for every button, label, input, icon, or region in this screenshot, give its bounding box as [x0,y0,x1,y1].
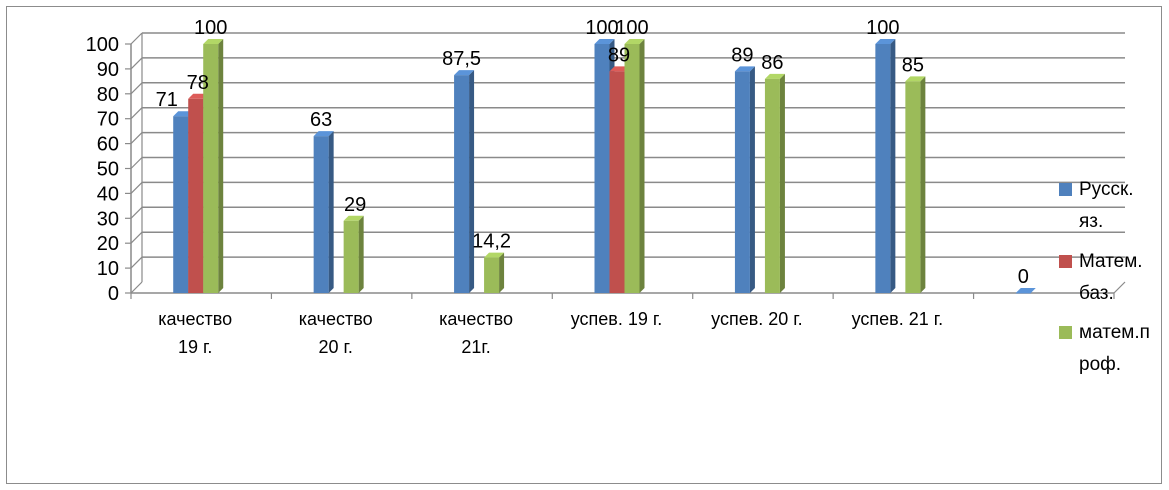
bar-top [624,39,645,44]
x-tick-label: качество [158,309,232,329]
data-label: 29 [344,194,366,216]
legend-label: баз. [1079,283,1114,304]
wall-diagonal [130,57,143,70]
x-tick-label: успев. 19 г. [571,309,663,329]
bar-side [358,215,364,293]
data-label: 0 [1018,266,1029,288]
y-tick-label: 100 [86,34,119,56]
bar [609,71,625,293]
y-tick-label: 70 [97,109,119,131]
bar [313,136,329,293]
data-label: 100 [585,17,618,39]
x-tick-label: успев. 21 г. [852,309,944,329]
bar-top [484,252,505,258]
bar-top [454,70,475,76]
data-label: 71 [156,89,178,111]
bar-side [469,70,475,293]
x-tick-label: 21г. [461,337,490,357]
bar [594,44,610,293]
x-tick-label: 19 г. [178,337,212,357]
bar [203,44,219,293]
bar-top [203,39,224,44]
bar [484,257,500,293]
bar [905,81,921,293]
y-tick-label: 30 [97,208,119,230]
bar-side [749,66,755,293]
legend-label: яз. [1079,211,1103,232]
y-tick-label: 10 [97,258,119,280]
legend-swatch [1059,326,1072,339]
data-label: 89 [731,44,753,66]
legend-label: роф. [1079,354,1121,375]
data-label: 100 [615,17,648,39]
bar-top [905,76,926,82]
legend-label: Матем. [1079,251,1143,272]
wall-diagonal [130,82,143,95]
bar-side [328,131,334,293]
wall-diagonal [130,157,143,169]
bar-side [639,39,645,293]
bar [188,98,204,293]
bar-top [343,215,364,221]
x-tick-label: 20 г. [318,337,352,357]
bar-side [218,39,224,293]
wall-diagonal [130,132,143,145]
wall-diagonal [130,256,143,269]
wall-diagonal [130,32,143,45]
bar-top [875,39,896,44]
bar [454,75,470,293]
wall-diagonal [130,181,143,194]
data-label: 78 [187,72,209,94]
x-tick-label: успев. 20 г. [711,309,803,329]
x-tick-label: качество [299,309,373,329]
y-tick-label: 20 [97,233,119,255]
legend-swatch [1059,183,1072,196]
bar [764,78,780,293]
bar [734,71,750,293]
x-tick-label: качество [439,309,513,329]
bar [624,44,640,293]
wall-diagonal [130,107,143,120]
data-label: 85 [902,54,924,76]
chart-frame: 0 10 20 30 40 50 60 70 80 90 100 71 63 87,5 100 89 100 0 7… [6,6,1162,484]
floor-edge [1113,281,1126,294]
legend-label: Русск. [1079,179,1134,200]
wall-diagonal [130,281,143,294]
data-label: 89 [608,44,630,66]
bar [1015,293,1031,294]
bar-top [594,39,615,44]
data-label: 86 [761,52,783,74]
bar-side [779,73,785,293]
y-tick-label: 90 [97,59,119,81]
bar [875,44,891,293]
data-label: 100 [194,17,227,39]
data-label: 87,5 [442,48,481,70]
bar [343,220,359,293]
y-tick-label: 60 [97,134,119,156]
bar [173,116,189,294]
bar-top [1015,288,1036,293]
wall-diagonal [130,231,143,244]
bar-top [734,66,755,72]
wall-diagonal [130,206,143,219]
bar-top [764,73,785,79]
bar-side [890,39,896,293]
y-tick-label: 80 [97,84,119,106]
legend-label: матем.п [1079,322,1150,343]
y-tick-label: 0 [108,283,119,305]
y-tick-label: 40 [97,183,119,205]
data-label: 100 [866,17,899,39]
bar-side [499,252,505,293]
legend-swatch [1059,255,1072,268]
bar-top [313,131,334,137]
data-label: 14,2 [472,231,511,253]
bar-side [920,76,926,293]
y-tick-label: 50 [97,159,119,181]
data-label: 63 [310,109,332,131]
